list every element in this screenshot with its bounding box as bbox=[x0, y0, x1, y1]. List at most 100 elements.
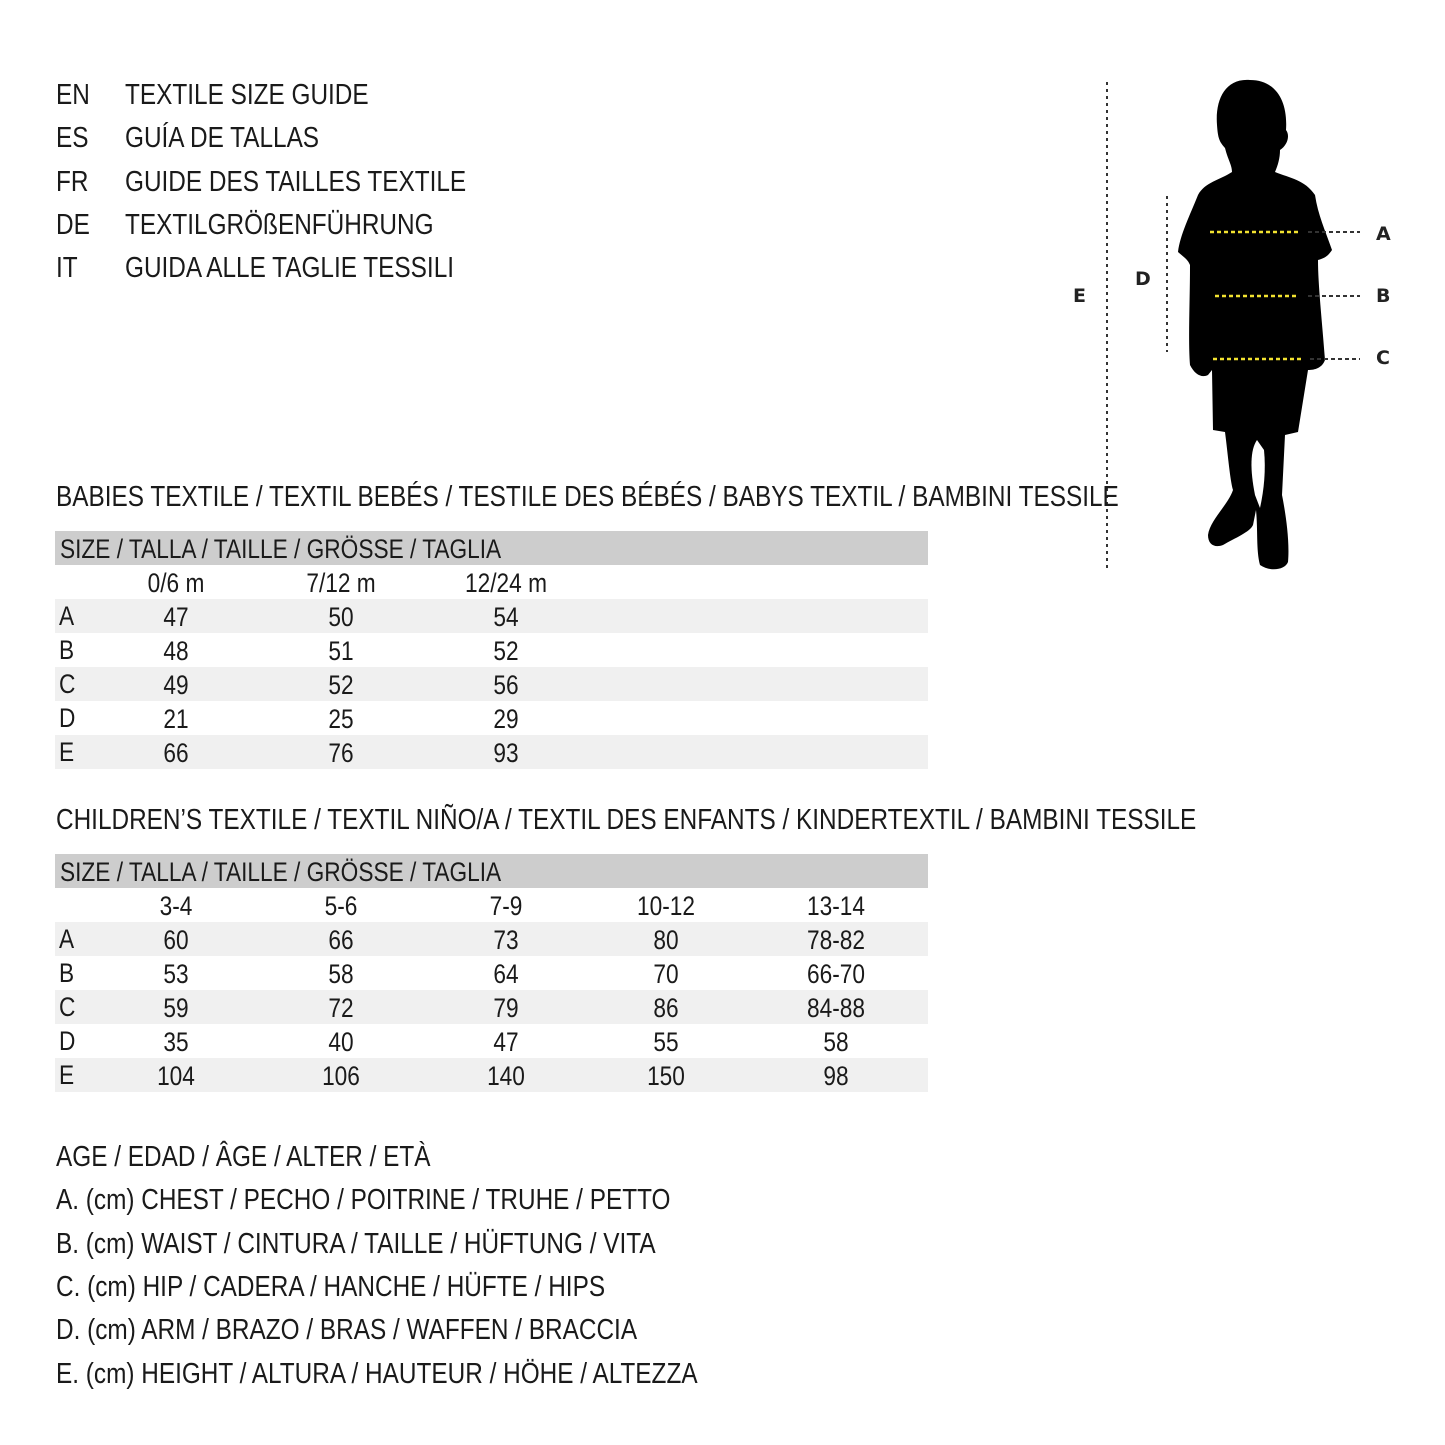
label-c: C bbox=[1376, 347, 1390, 369]
lang-code: EN bbox=[56, 79, 90, 111]
column-header: 0/6 m bbox=[147, 568, 205, 598]
column-header-row: 3-4 5-6 7-9 10-12 13-14 bbox=[55, 888, 928, 922]
children-heading: CHILDREN’S TEXTILE / TEXTIL NIÑO/A / TEX… bbox=[56, 804, 1197, 836]
babies-heading: BABIES TEXTILE / TEXTIL BEBÉS / TESTILE … bbox=[56, 481, 1119, 513]
lang-code: FR bbox=[56, 166, 89, 198]
table-cell: 106 bbox=[322, 1061, 360, 1091]
table-cell: 52 bbox=[328, 670, 354, 700]
table-cell: 93 bbox=[493, 738, 519, 768]
table-cell: 48 bbox=[163, 636, 189, 666]
table-cell: 80 bbox=[653, 925, 679, 955]
children-size-table: SIZE / TALLA / TAILLE / GRÖSSE / TAGLIA 3… bbox=[55, 854, 928, 1092]
column-header: 7-9 bbox=[489, 891, 523, 921]
row-label: D bbox=[59, 703, 76, 733]
table-cell: 49 bbox=[163, 670, 189, 700]
silhouette-icon bbox=[1178, 79, 1332, 570]
table-cell: 40 bbox=[328, 1027, 354, 1057]
table-row: C 49 52 56 bbox=[55, 667, 928, 701]
row-label: A bbox=[59, 601, 75, 631]
row-label: B bbox=[59, 958, 75, 988]
row-label: C bbox=[59, 992, 76, 1022]
lang-code: IT bbox=[56, 252, 78, 284]
table-cell: 47 bbox=[163, 602, 189, 632]
row-label: D bbox=[59, 1026, 76, 1056]
babies-size-table: SIZE / TALLA / TAILLE / GRÖSSE / TAGLIA 0… bbox=[55, 531, 928, 769]
table-cell: 66 bbox=[163, 738, 189, 768]
column-header: 10-12 bbox=[636, 891, 696, 921]
row-label: C bbox=[59, 669, 76, 699]
table-cell: 98 bbox=[823, 1061, 849, 1091]
table-row: D 35 40 47 55 58 bbox=[55, 1024, 928, 1058]
row-label: B bbox=[59, 635, 75, 665]
table-cell: 64 bbox=[493, 959, 519, 989]
table-cell: 25 bbox=[328, 704, 354, 734]
column-header: 12/24 m bbox=[465, 568, 547, 598]
table-row: D 21 25 29 bbox=[55, 701, 928, 735]
table-cell: 54 bbox=[493, 602, 519, 632]
legend-item: C. (cm) HIP / CADERA / HANCHE / HÜFTE / … bbox=[56, 1271, 606, 1303]
table-cell: 79 bbox=[493, 993, 519, 1023]
legend-item: AGE / EDAD / ÂGE / ALTER / ETÀ bbox=[56, 1141, 431, 1173]
table-row: E 104 106 140 150 98 bbox=[55, 1058, 928, 1092]
legend-item: A. (cm) CHEST / PECHO / POITRINE / TRUHE… bbox=[56, 1184, 671, 1216]
row-label: A bbox=[59, 924, 75, 954]
table-cell: 66-70 bbox=[806, 959, 866, 989]
size-header: SIZE / TALLA / TAILLE / GRÖSSE / TAGLIA bbox=[60, 857, 502, 887]
table-row: C 59 72 79 86 84-88 bbox=[55, 990, 928, 1024]
table-cell: 56 bbox=[493, 670, 519, 700]
title-text: GUIDE DES TAILLES TEXTILE bbox=[125, 166, 467, 198]
size-header: SIZE / TALLA / TAILLE / GRÖSSE / TAGLIA bbox=[60, 534, 502, 564]
label-e: E bbox=[1073, 285, 1086, 307]
column-header: 7/12 m bbox=[306, 568, 376, 598]
legend-item: B. (cm) WAIST / CINTURA / TAILLE / HÜFTU… bbox=[56, 1228, 656, 1260]
table-cell: 51 bbox=[328, 636, 354, 666]
lang-code: DE bbox=[56, 209, 90, 241]
table-cell: 58 bbox=[328, 959, 354, 989]
child-silhouette-figure: E D A B C bbox=[1073, 79, 1391, 570]
lang-code: ES bbox=[56, 122, 89, 154]
label-d: D bbox=[1135, 268, 1151, 290]
table-cell: 59 bbox=[163, 993, 189, 1023]
table-cell: 66 bbox=[328, 925, 354, 955]
table-row: E 66 76 93 bbox=[55, 735, 928, 769]
table-cell: 104 bbox=[157, 1061, 195, 1091]
table-cell: 76 bbox=[328, 738, 354, 768]
table-cell: 52 bbox=[493, 636, 519, 666]
table-cell: 53 bbox=[163, 959, 189, 989]
table-row: A 60 66 73 80 78-82 bbox=[55, 922, 928, 956]
table-cell: 140 bbox=[487, 1061, 525, 1091]
table-cell: 29 bbox=[493, 704, 519, 734]
row-label: E bbox=[59, 737, 75, 767]
title-text: TEXTILGRÖßENFÜHRUNG bbox=[125, 209, 434, 241]
size-header-band: SIZE / TALLA / TAILLE / GRÖSSE / TAGLIA bbox=[55, 854, 928, 888]
title-text: GUIDA ALLE TAGLIE TESSILI bbox=[125, 252, 455, 284]
table-cell: 21 bbox=[163, 704, 189, 734]
title-text: TEXTILE SIZE GUIDE bbox=[125, 79, 369, 111]
column-header: 3-4 bbox=[159, 891, 193, 921]
table-cell: 50 bbox=[328, 602, 354, 632]
table-cell: 73 bbox=[493, 925, 519, 955]
table-row: A 47 50 54 bbox=[55, 599, 928, 633]
column-header: 5-6 bbox=[324, 891, 358, 921]
table-cell: 150 bbox=[647, 1061, 685, 1091]
table-cell: 60 bbox=[163, 925, 189, 955]
table-cell: 78-82 bbox=[806, 925, 866, 955]
table-row: B 53 58 64 70 66-70 bbox=[55, 956, 928, 990]
table-cell: 58 bbox=[823, 1027, 849, 1057]
table-cell: 72 bbox=[328, 993, 354, 1023]
row-label: E bbox=[59, 1060, 75, 1090]
label-a: A bbox=[1376, 223, 1391, 245]
table-cell: 86 bbox=[653, 993, 679, 1023]
title-text: GUÍA DE TALLAS bbox=[125, 122, 320, 154]
table-cell: 70 bbox=[653, 959, 679, 989]
table-cell: 35 bbox=[163, 1027, 189, 1057]
table-row: B 48 51 52 bbox=[55, 633, 928, 667]
size-header-band: SIZE / TALLA / TAILLE / GRÖSSE / TAGLIA bbox=[55, 531, 928, 565]
column-header-row: 0/6 m 7/12 m 12/24 m bbox=[55, 565, 928, 599]
table-cell: 47 bbox=[493, 1027, 519, 1057]
table-cell: 55 bbox=[653, 1027, 679, 1057]
table-cell: 84-88 bbox=[806, 993, 866, 1023]
column-header: 13-14 bbox=[806, 891, 866, 921]
label-b: B bbox=[1376, 285, 1390, 307]
legend-item: D. (cm) ARM / BRAZO / BRAS / WAFFEN / BR… bbox=[56, 1314, 638, 1346]
